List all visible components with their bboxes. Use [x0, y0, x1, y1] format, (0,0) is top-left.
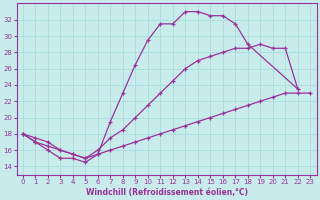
X-axis label: Windchill (Refroidissement éolien,°C): Windchill (Refroidissement éolien,°C)	[85, 188, 248, 197]
